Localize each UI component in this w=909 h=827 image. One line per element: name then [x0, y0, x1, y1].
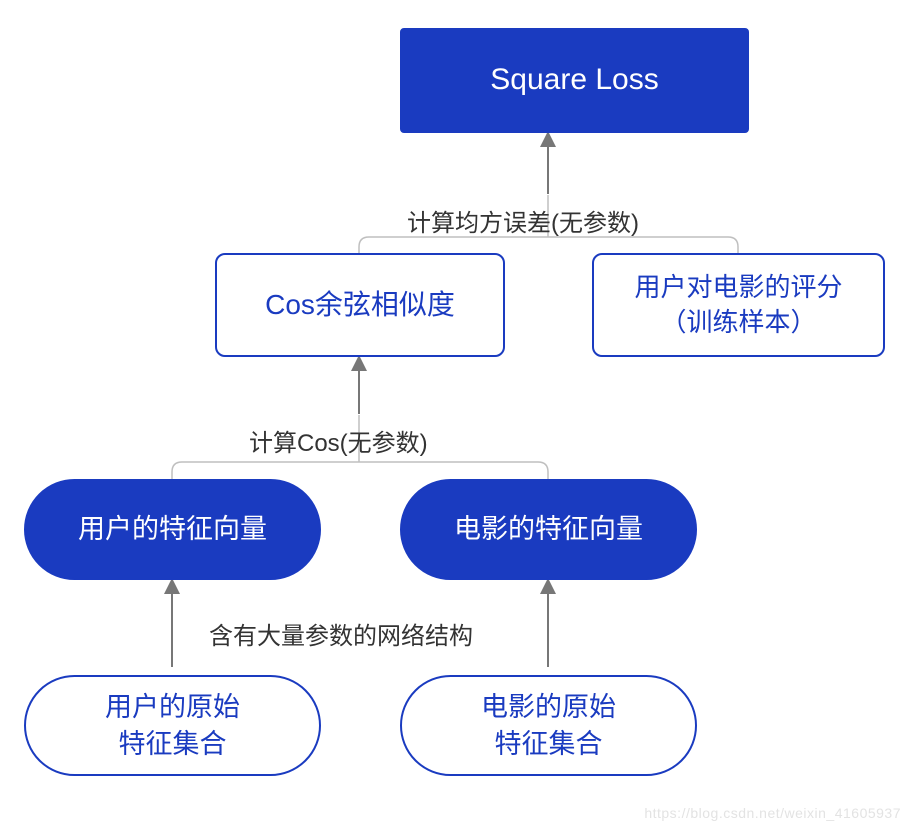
- node-cos-sim: Cos余弦相似度: [215, 253, 505, 357]
- label-net: 含有大量参数的网络结构: [209, 616, 473, 651]
- label-mse: 计算均方误差(无参数): [407, 203, 639, 238]
- node-rating: 用户对电影的评分 （训练样本）: [592, 253, 885, 357]
- node-movie-raw: 电影的原始 特征集合: [400, 675, 697, 776]
- watermark-text: https://blog.csdn.net/weixin_41605937: [644, 805, 901, 821]
- node-user-vec: 用户的特征向量: [24, 479, 321, 580]
- node-movie-vec: 电影的特征向量: [400, 479, 697, 580]
- node-user-raw: 用户的原始 特征集合: [24, 675, 321, 776]
- node-square-loss: Square Loss: [400, 28, 749, 133]
- label-cos: 计算Cos(无参数): [249, 423, 428, 458]
